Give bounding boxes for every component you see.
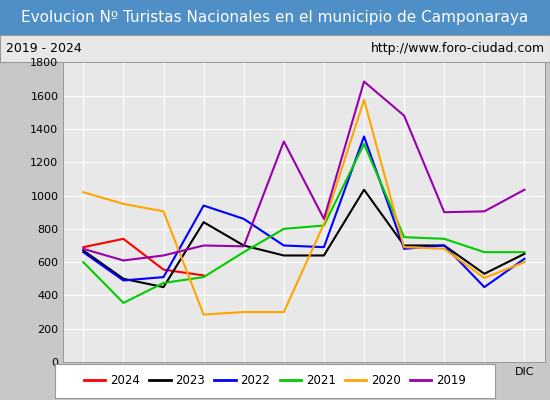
Text: 2019 - 2024: 2019 - 2024 xyxy=(6,42,81,55)
Text: Evolucion Nº Turistas Nacionales en el municipio de Camponaraya: Evolucion Nº Turistas Nacionales en el m… xyxy=(21,10,529,25)
Legend: 2024, 2023, 2022, 2021, 2020, 2019: 2024, 2023, 2022, 2021, 2020, 2019 xyxy=(79,370,471,392)
Text: http://www.foro-ciudad.com: http://www.foro-ciudad.com xyxy=(370,42,544,55)
